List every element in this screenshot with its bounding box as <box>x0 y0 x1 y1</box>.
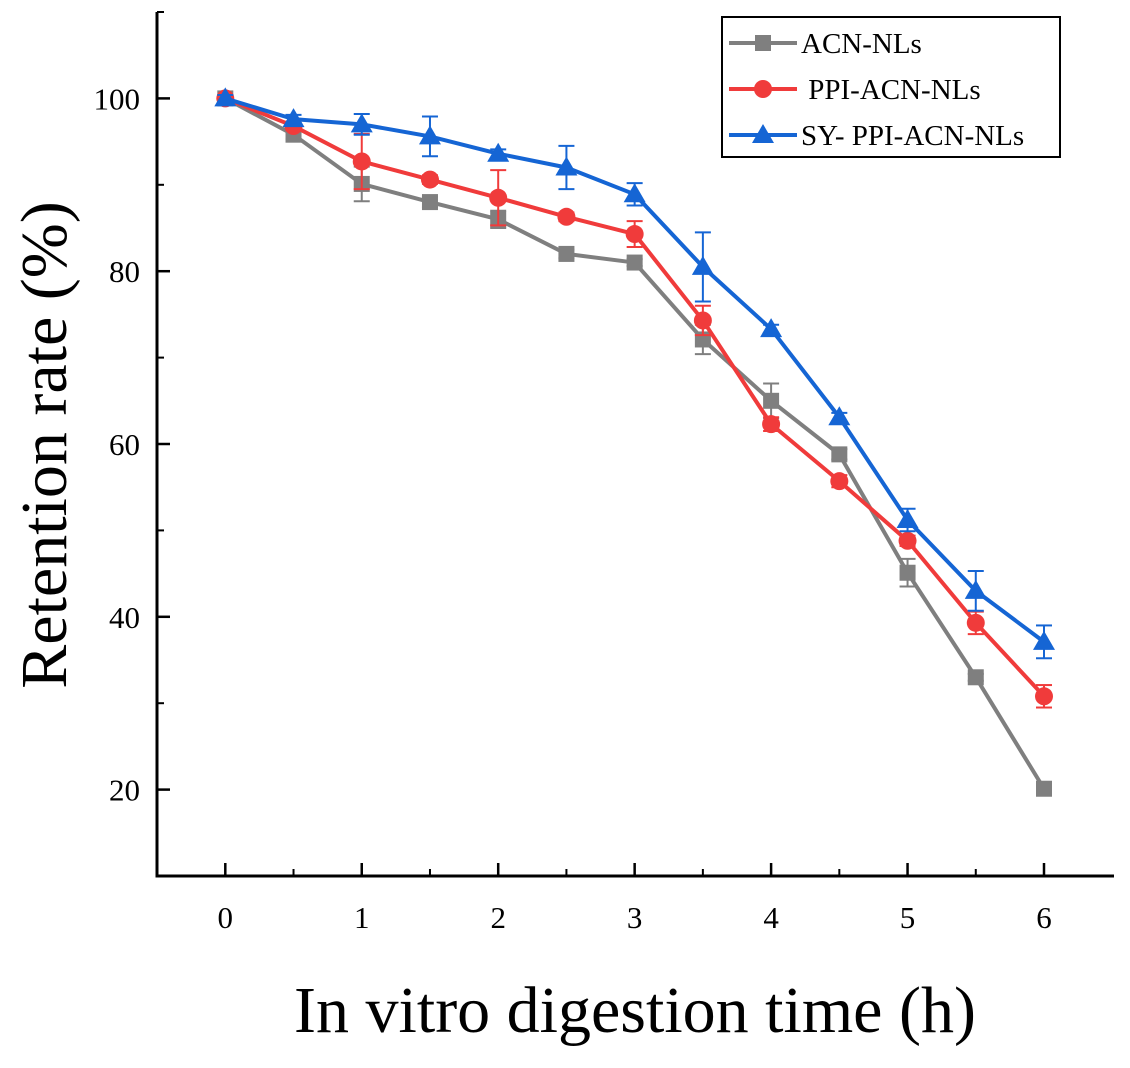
data-point <box>1035 687 1053 706</box>
data-point <box>555 156 578 176</box>
plot-area <box>214 87 1055 797</box>
x-tick-label: 0 <box>218 900 234 935</box>
data-point <box>1033 630 1055 650</box>
x-axis-title: In vitro digestion time (h) <box>294 974 976 1047</box>
data-point <box>967 669 984 686</box>
legend: ACN-NLs PPI-ACN-NLs SY- PPI-ACN-NLs <box>721 16 1061 158</box>
x-tick-label: 1 <box>354 900 370 935</box>
data-point <box>625 225 644 244</box>
legend-marker <box>755 35 771 51</box>
x-tick-label: 2 <box>490 900 506 935</box>
data-point <box>558 245 575 262</box>
data-point <box>626 254 643 271</box>
data-point <box>762 415 781 434</box>
data-point <box>214 87 237 107</box>
x-tick-label: 4 <box>763 900 779 935</box>
data-point <box>899 564 916 581</box>
data-point <box>693 311 712 330</box>
data-point <box>557 207 576 226</box>
data-point <box>831 446 848 463</box>
legend-marker <box>752 124 774 143</box>
x-tick-label: 3 <box>627 900 643 935</box>
series-3 <box>214 87 1055 660</box>
x-axis-ticks: 0 1 2 3 4 5 6 <box>156 863 1052 935</box>
data-point <box>623 183 646 203</box>
data-point <box>352 152 371 171</box>
y-axis-title: Retention rate (%) <box>8 201 81 688</box>
y-tick-label: 100 <box>94 81 141 116</box>
y-axis-ticks: 20 40 60 80 100 <box>94 11 170 877</box>
data-point <box>487 142 510 162</box>
legend-marker <box>754 80 772 98</box>
data-point <box>691 255 714 275</box>
x-tick-label: 5 <box>900 900 916 935</box>
data-point <box>760 318 783 338</box>
data-point <box>964 579 987 599</box>
data-point <box>489 188 508 207</box>
x-tick-label: 6 <box>1036 900 1052 935</box>
legend-entry-label: ACN-NLs <box>801 28 922 60</box>
legend-entry-label: SY- PPI-ACN-NLs <box>801 120 1024 152</box>
data-point <box>763 392 780 409</box>
data-point <box>420 170 439 189</box>
data-point <box>830 472 849 491</box>
data-point <box>896 509 919 529</box>
y-tick-label: 40 <box>109 600 140 635</box>
series-line <box>224 96 1046 644</box>
data-point <box>282 108 305 128</box>
y-tick-label: 60 <box>109 427 140 462</box>
legend-entry-label: PPI-ACN-NLs <box>801 74 981 106</box>
data-point <box>898 531 917 550</box>
data-point <box>1036 780 1052 797</box>
data-point <box>421 194 438 211</box>
y-tick-label: 80 <box>109 254 140 289</box>
data-point <box>418 125 441 145</box>
data-point <box>966 613 985 632</box>
data-point <box>828 406 851 426</box>
data-point <box>350 113 373 133</box>
y-tick-label: 20 <box>109 773 140 808</box>
